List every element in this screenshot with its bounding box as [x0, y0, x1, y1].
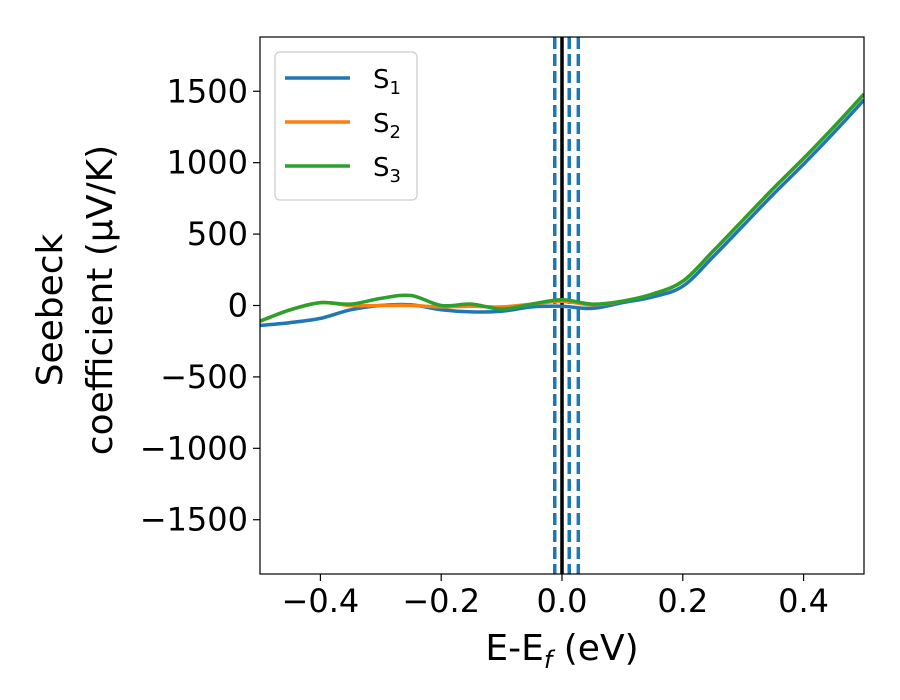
y-tick-label: 1000: [167, 144, 248, 182]
y-axis-ticks: −1500 −1000 −500 0 500 1000 1500: [140, 72, 260, 539]
x-axis-label-unit: (eV): [552, 628, 638, 669]
y-axis-label-line1: Seebeck: [30, 233, 71, 386]
legend-label-s3: S3: [373, 153, 401, 187]
y-tick-label: 0: [228, 287, 248, 325]
x-tick-label: −0.2: [402, 582, 480, 620]
x-tick-label: 0.0: [537, 582, 588, 620]
series-lines: [260, 92, 864, 328]
y-tick-label: −500: [160, 358, 248, 396]
y-axis-label-line2: coefficient (μV/K): [80, 145, 121, 455]
legend: S1 S2 S3: [274, 51, 418, 201]
y-tick-label: 500: [187, 215, 248, 253]
y-tick-label: −1000: [140, 429, 248, 467]
legend-label-s1: S1: [373, 65, 401, 99]
series-line-s3: [260, 92, 864, 323]
y-tick-label: 1500: [167, 72, 248, 110]
x-tick-label: 0.2: [657, 582, 708, 620]
x-tick-label: 0.4: [778, 582, 829, 620]
x-tick-label: −0.4: [282, 582, 360, 620]
legend-label-s2: S2: [373, 109, 401, 143]
x-axis-ticks: −0.4 −0.2 0.0 0.2 0.4: [282, 574, 829, 620]
x-axis-label: E-Ef (eV): [485, 628, 638, 674]
series-line-s1: [260, 98, 864, 328]
legend-box: [274, 51, 418, 201]
y-tick-label: −1500: [140, 501, 248, 539]
